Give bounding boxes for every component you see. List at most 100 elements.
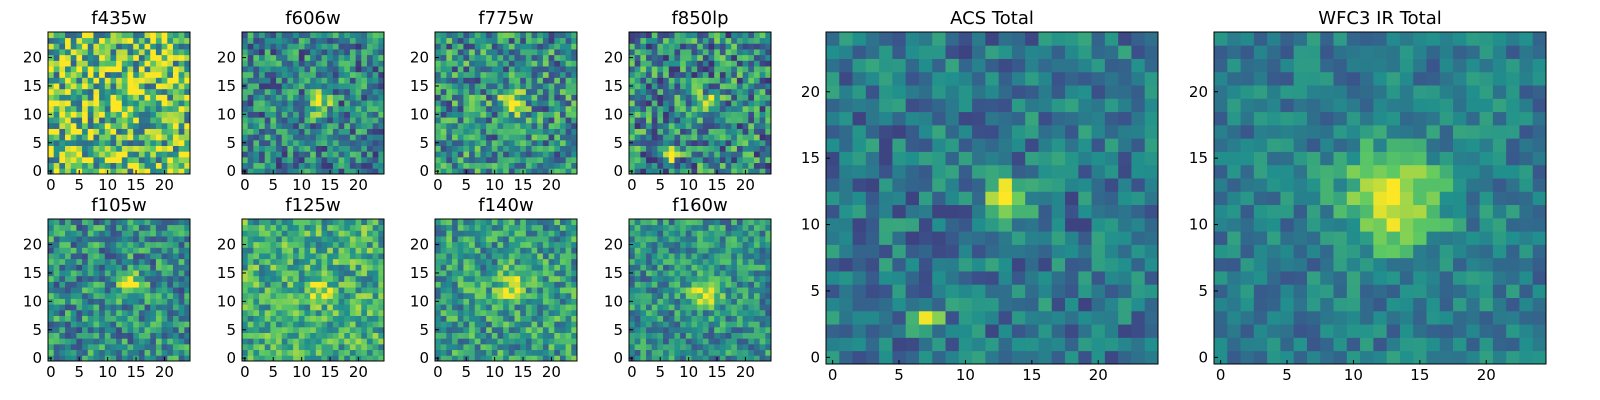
heatmap-cell [276,49,283,56]
heatmap-cell [270,77,277,84]
heatmap-cell [99,49,106,56]
heatmap-cell [276,230,283,237]
heatmap-cell [520,247,527,254]
heatmap-cell [155,156,162,164]
heatmap-cell [293,168,300,175]
heatmap-cell [508,60,515,67]
heatmap-cell [247,287,254,294]
heatmap-cell [571,338,578,345]
heatmap-cell [457,264,464,271]
heatmap-cell [270,43,277,50]
heatmap-cell [559,343,567,351]
heatmap-cell [508,168,515,175]
heatmap-cell [736,151,743,158]
heatmap-cell [674,100,681,107]
heatmap-cell [133,321,140,328]
heatmap-cell [121,66,128,73]
heatmap-cell [321,111,328,118]
heatmap-cell [99,304,106,311]
heatmap-cell [161,230,168,237]
heatmap-cell [287,134,294,141]
heatmap-cell [76,230,83,237]
heatmap-cell [327,304,334,311]
heatmap-cell [663,60,670,67]
heatmap-cell [259,111,266,118]
heatmap-cell [702,88,709,95]
heatmap-cell [491,236,498,243]
heatmap-cell [276,156,283,164]
heatmap-cell [121,298,128,305]
heatmap-cell [253,332,260,339]
heatmap-cell [452,292,459,299]
heatmap-cell [634,309,641,316]
heatmap-cell [651,83,658,90]
heatmap-cell [87,230,94,237]
heatmap-cell [247,236,254,243]
heatmap-cell [349,168,356,175]
heatmap-cell [668,139,675,146]
heatmap-cell [82,139,89,146]
heatmap-cell [76,83,83,90]
heatmap-cell [332,37,339,44]
heatmap-cell [435,100,442,107]
heatmap-cell [116,264,123,271]
heatmap-cell [366,111,374,118]
heatmap-cell [138,37,145,44]
heatmap-cell [486,281,493,288]
heatmap-cell [310,77,317,84]
heatmap-cell [731,83,738,90]
heatmap-cell [155,309,162,316]
heatmap-cell [65,168,72,175]
heatmap-cell [116,287,123,294]
heatmap-cell [508,139,515,146]
heatmap-cell [53,43,60,50]
heatmap-cell [378,71,385,78]
heatmap-cell [491,298,498,305]
heatmap-cell [298,270,305,277]
heatmap-cell [435,151,442,158]
heatmap-cell [452,60,459,67]
heatmap-cell [685,105,692,112]
heatmap-cell [440,156,447,164]
heatmap-cell [110,117,117,124]
heatmap-cell [719,88,726,95]
heatmap-cell [310,241,317,248]
heatmap-cell [304,168,311,175]
heatmap-cell [178,32,185,39]
heatmap-cell [452,326,459,333]
heatmap-cell [133,236,140,243]
heatmap-cell [264,168,271,175]
heatmap-cell [736,128,743,135]
heatmap-cell [104,241,111,248]
heatmap-cell [178,168,185,175]
heatmap-cell [503,298,510,305]
heatmap-cell [508,128,515,135]
heatmap-cell [76,292,83,299]
heatmap-cell [634,258,641,265]
heatmap-cell [65,105,72,112]
heatmap-cell [48,88,55,95]
heatmap-cell [714,43,721,50]
heatmap-cell [304,287,311,294]
heatmap-cell [457,54,464,61]
heatmap-cell [719,83,726,90]
heatmap-cell [332,66,339,73]
heatmap-cell [361,88,368,95]
heatmap-cell [264,338,271,345]
heatmap-cell [736,117,743,124]
heatmap-cell [310,355,317,362]
heatmap-cell [259,151,266,158]
heatmap-cell [161,100,168,107]
heatmap-cell [298,117,305,124]
heatmap-cell [104,111,111,118]
heatmap-cell [680,264,687,271]
heatmap-cell [253,43,260,50]
heatmap-cell [281,287,288,294]
heatmap-cell [571,88,578,95]
heatmap-cell [571,66,578,73]
heatmap-cell [680,60,687,67]
heatmap-cell [53,156,60,164]
heatmap-cell [503,66,510,73]
heatmap-cell [287,83,294,90]
heatmap-cell [753,343,761,351]
